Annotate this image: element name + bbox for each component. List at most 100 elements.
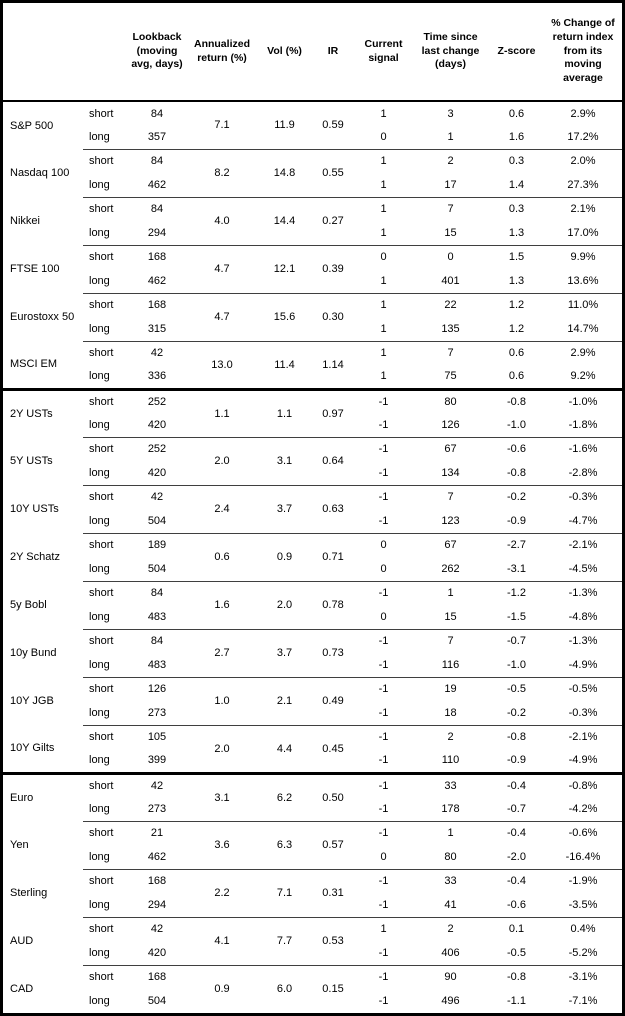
header-current-signal: Current signal [355, 3, 412, 102]
cell-time-long: 135 [441, 322, 460, 335]
cell-pct-change-short: -0.5% [544, 676, 622, 701]
asset-row-short: 10Y Gilts short 105 2.0 4.4 0.45 -1 2 -0.8 -2.1% [3, 724, 622, 773]
cell-lookback-long: 357 [147, 130, 167, 143]
cell-signal-long: -1 [378, 466, 389, 479]
cell-signal-long: 1 [380, 178, 387, 191]
side-label-long: long [89, 802, 110, 815]
side-label-short: short [83, 916, 128, 941]
cell-pct-change-short: -1.0% [544, 387, 622, 413]
side-label-short: short [83, 196, 128, 221]
asset-name: MSCI EM [10, 358, 58, 371]
asset-name: FTSE 100 [10, 263, 60, 275]
cell-lookback-long: 420 [147, 946, 167, 959]
side-label-long: long [89, 130, 110, 143]
asset-row-long: long 462 0 80 -2.0 -16.4% [3, 845, 622, 869]
cell-vol: 3.7 [258, 484, 311, 533]
side-label-long: long [89, 562, 110, 575]
cell-signal-short: 1 [355, 196, 412, 221]
asset-name: Sterling [10, 887, 48, 899]
cell-ir: 0.31 [311, 868, 355, 917]
cell-lookback-long: 420 [147, 466, 167, 479]
cell-pct-change-long: 17.2% [567, 130, 599, 143]
cell-ir: 0.63 [311, 484, 355, 533]
cell-zscore-long: 1.4 [508, 178, 525, 191]
cell-time-long: 178 [441, 802, 460, 815]
cell-lookback-long: 420 [147, 418, 167, 431]
cell-zscore-long: -0.6 [507, 898, 526, 911]
cell-time-short: 67 [412, 532, 489, 557]
cell-zscore-short: -0.4 [489, 820, 544, 845]
cell-lookback-long: 462 [147, 178, 167, 191]
side-label-short: short [83, 628, 128, 653]
cell-lookback-short: 21 [128, 820, 186, 845]
asset-row-long: long 420 -1 406 -0.5 -5.2% [3, 941, 622, 965]
cell-zscore-long: -0.9 [507, 754, 526, 767]
cell-signal-short: -1 [355, 820, 412, 845]
cell-signal-short: -1 [355, 436, 412, 461]
cell-pct-change-short: -0.8% [544, 771, 622, 797]
asset-row-short: FTSE 100 short 168 4.7 12.1 0.39 0 0 1.5 9.9% [3, 244, 622, 293]
asset-name: Nasdaq 100 [10, 167, 70, 179]
side-label-long: long [89, 418, 110, 431]
cell-time-long: 15 [444, 226, 457, 239]
cell-ir: 0.39 [311, 244, 355, 293]
cell-lookback-long: 504 [147, 562, 167, 575]
cell-zscore-short: -0.8 [489, 724, 544, 749]
cell-pct-change-short: -1.3% [544, 580, 622, 605]
cell-pct-change-long: -1.8% [568, 418, 598, 431]
cell-signal-short: -1 [355, 628, 412, 653]
side-label-long: long [89, 850, 110, 863]
side-label-short: short [83, 580, 128, 605]
cell-time-short: 22 [412, 292, 489, 317]
cell-zscore-long: -1.0 [507, 418, 526, 431]
cell-time-long: 262 [441, 562, 460, 575]
cell-lookback-short: 84 [150, 107, 164, 120]
asset-row-long: long 399 -1 110 -0.9 -4.9% [3, 749, 622, 773]
cell-zscore-short: 0.3 [489, 196, 544, 221]
cell-annualized-return: 0.9 [186, 964, 258, 1013]
cell-vol: 4.4 [258, 724, 311, 773]
cell-vol: 11.4 [258, 340, 311, 389]
cell-lookback-short: 84 [128, 196, 186, 221]
cell-zscore-long: 1.6 [508, 130, 525, 143]
header-vol: Vol (%) [258, 3, 311, 102]
cell-ir: 0.53 [311, 916, 355, 965]
table-body: S&P 500 short 84 7.1 11.9 0.59 1 3 0.6 2.9% long 35… [3, 101, 622, 1013]
cell-lookback-short: 189 [128, 532, 186, 557]
cell-pct-change-long: 27.3% [567, 178, 599, 191]
cell-zscore-long: 0.6 [508, 370, 525, 383]
cell-ir: 0.50 [311, 771, 355, 821]
cell-time-short: 2 [412, 148, 489, 173]
cell-time-short: 0 [412, 244, 489, 269]
asset-row-long: long 483 -1 116 -1.0 -4.9% [3, 653, 622, 677]
cell-pct-change-long: 9.2% [570, 370, 596, 383]
cell-lookback-short: 42 [128, 771, 186, 797]
asset-row-short: Eurostoxx 50 short 168 4.7 15.6 0.30 1 22 1.2 11.… [3, 292, 622, 341]
cell-zscore-short: -0.4 [489, 868, 544, 893]
cell-ir: 0.59 [322, 119, 344, 132]
asset-name: Nikkei [10, 215, 40, 227]
cell-time-short: 90 [412, 964, 489, 989]
asset-name: AUD [10, 935, 34, 947]
cell-annualized-return: 1.0 [186, 676, 258, 725]
cell-signal-short: 0 [355, 532, 412, 557]
cell-pct-change-long: -0.3% [568, 706, 598, 719]
asset-row-short: S&P 500 short 84 7.1 11.9 0.59 1 3 0.6 2.9% [3, 101, 622, 132]
side-label-long: long [89, 754, 110, 767]
cell-time-short: 2 [412, 916, 489, 941]
cell-pct-change-short: 2.9% [544, 340, 622, 365]
cell-time-long: 18 [444, 706, 457, 719]
asset-row-long: long 273 -1 18 -0.2 -0.3% [3, 701, 622, 725]
cell-vol: 1.1 [258, 387, 311, 437]
cell-time-short: 67 [412, 436, 489, 461]
header-time-since-last-change: Time since last change (days) [412, 3, 489, 102]
asset-row-short: Sterling short 168 2.2 7.1 0.31 -1 33 -0.4 -1.9% [3, 868, 622, 917]
asset-row-long: long 315 1 135 1.2 14.7% [3, 317, 622, 341]
cell-lookback-short: 126 [128, 676, 186, 701]
cell-annualized-return: 13.0 [186, 340, 258, 389]
asset-row-short: 10Y JGB short 126 1.0 2.1 0.49 -1 19 -0.5 -0.5% [3, 676, 622, 725]
asset-row-long: long 483 0 15 -1.5 -4.8% [3, 605, 622, 629]
cell-annualized-return: 1.1 [186, 387, 258, 437]
side-label-short: short [83, 771, 128, 797]
asset-row-long: long 462 1 401 1.3 13.6% [3, 269, 622, 293]
